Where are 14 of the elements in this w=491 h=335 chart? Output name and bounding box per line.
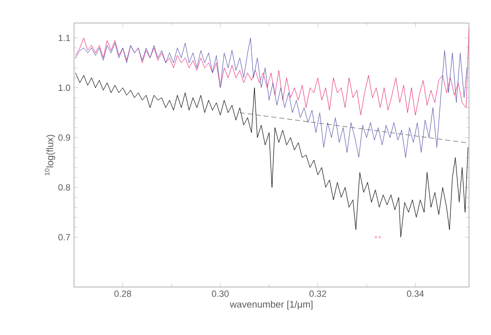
x-tick-label: 0.34 [406, 290, 424, 297]
y-tick-label: 0.8 [58, 184, 70, 191]
y-tick-label: 1.0 [58, 84, 70, 91]
y-tick-label: 1.1 [58, 34, 70, 42]
y-axis-title: $^{10}$log(flux) [44, 134, 56, 176]
line-series [75, 38, 468, 158]
line-series [75, 72, 468, 238]
line-series [75, 28, 469, 116]
x-axis-title: wavenumber [1/μm] [230, 300, 312, 310]
y-tick-label: 0.7 [58, 234, 70, 240]
x-tick-label: 0.28 [114, 290, 132, 297]
x-tick-label: 0.32 [309, 290, 326, 297]
y-tick-label: 0.9 [58, 134, 70, 141]
x-tick-label: 0.30 [212, 290, 229, 297]
